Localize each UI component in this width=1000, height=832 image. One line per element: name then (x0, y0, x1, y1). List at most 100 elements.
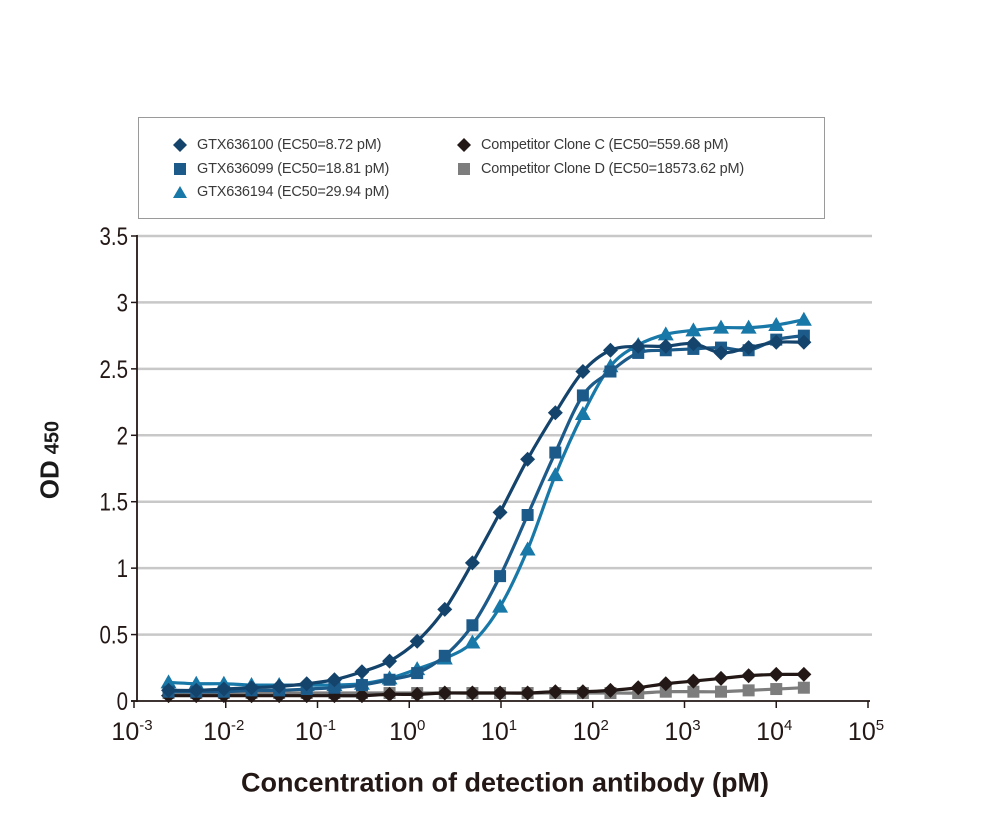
data-point-square (770, 683, 783, 696)
data-point-diamond (658, 338, 674, 354)
triangle-marker-icon (173, 186, 187, 198)
x-tick-label: 105 (848, 717, 884, 746)
data-point-diamond (299, 676, 315, 692)
data-point-triangle (492, 598, 509, 613)
data-point-square (687, 685, 700, 698)
data-point-diamond (768, 334, 784, 350)
x-tick-label: 104 (756, 717, 792, 746)
data-point-diamond (547, 684, 563, 700)
legend-item-gtx636100: GTX636100 (EC50=8.72 pM) (173, 137, 381, 153)
data-point-triangle (519, 541, 536, 556)
data-point-diamond (602, 682, 618, 698)
y-axis-label-subscript: 450 (41, 420, 64, 455)
data-point-triangle (657, 326, 674, 341)
y-tick-label: 3 (117, 288, 128, 316)
data-point-diamond (409, 633, 425, 649)
data-point-diamond (630, 338, 646, 354)
data-point-diamond (520, 451, 536, 467)
data-point-square (659, 685, 672, 698)
x-tick-label: 102 (573, 717, 609, 746)
data-point-square (604, 365, 617, 378)
data-point-triangle (740, 319, 757, 334)
y-tick-label: 0 (117, 687, 128, 715)
data-point-triangle (685, 322, 702, 337)
data-point-diamond (520, 685, 536, 701)
y-tick-label: 1 (117, 554, 128, 582)
x-tick-label: 10-2 (203, 717, 244, 746)
diamond-marker-icon (457, 138, 471, 152)
data-point-square (328, 681, 341, 694)
data-point-triangle (795, 311, 812, 326)
series-layer (160, 311, 812, 704)
data-point-diamond (437, 685, 453, 701)
diamond-marker-icon (173, 138, 187, 152)
data-point-triangle (547, 467, 564, 482)
data-point-diamond (326, 672, 342, 688)
y-tick-label: 1.5 (100, 488, 128, 516)
y-axis-label-text: OD (34, 460, 65, 500)
data-point-square (438, 649, 451, 662)
data-point-diamond (575, 364, 591, 380)
data-point-square (549, 446, 562, 459)
data-point-diamond (685, 336, 701, 352)
legend-item-gtx636099: GTX636099 (EC50=18.81 pM) (173, 161, 389, 177)
x-tick-label: 10-1 (295, 717, 336, 746)
series-line (168, 340, 804, 693)
series-line (168, 334, 805, 694)
y-axis-label: OD 450 (35, 421, 66, 499)
legend-label: GTX636099 (EC50=18.81 pM) (197, 161, 390, 177)
axes: 0 0.5 1 1.5 2 2.5 3 3.5 10-3 10-2 10-1 100 101 102 103… (100, 222, 885, 746)
data-point-diamond (741, 340, 757, 356)
y-tick-label: 3.5 (100, 222, 128, 250)
x-axis-label: Concentration of detection antibody (pM) (241, 767, 769, 798)
data-point-diamond (354, 688, 370, 704)
legend-item-competitor-c: Competitor Clone C (EC50=559.68 pM) (457, 137, 728, 153)
data-point-diamond (713, 345, 729, 361)
data-point-diamond (271, 678, 287, 694)
data-point-diamond (244, 680, 260, 696)
data-point-diamond (796, 334, 812, 350)
data-point-triangle (574, 406, 591, 421)
data-point-diamond (492, 504, 508, 520)
x-tick-label: 100 (389, 717, 425, 746)
legend-label: Competitor Clone D (EC50=18573.62 pM) (481, 161, 745, 177)
data-point-square (466, 619, 479, 632)
data-point-diamond (464, 685, 480, 701)
legend-label: Competitor Clone C (EC50=559.68 pM) (481, 137, 729, 153)
data-point-diamond (354, 664, 370, 680)
legend-label: GTX636100 (EC50=8.72 pM) (197, 137, 382, 153)
x-tick-label: 103 (664, 717, 700, 746)
data-point-triangle (768, 317, 785, 332)
data-point-diamond (575, 684, 591, 700)
x-tick-label: 101 (481, 717, 517, 746)
data-point-square (411, 667, 424, 680)
data-point-diamond (630, 680, 646, 696)
legend-label: GTX636194 (EC50=29.94 pM) (197, 184, 390, 200)
y-tick-label: 0.5 (100, 621, 128, 649)
y-tick-label: 2 (117, 421, 128, 449)
data-point-diamond (547, 405, 563, 421)
data-point-diamond (602, 342, 618, 358)
data-point-diamond (741, 668, 757, 684)
square-marker-icon (458, 163, 470, 175)
data-point-square (576, 389, 589, 402)
data-point-diamond (382, 653, 398, 669)
legend-item-competitor-d: Competitor Clone D (EC50=18573.62 pM) (457, 161, 744, 177)
data-point-diamond (713, 670, 729, 686)
legend-item-gtx636194: GTX636194 (EC50=29.94 pM) (173, 184, 389, 200)
series-1 (162, 329, 810, 698)
legend: GTX636100 (EC50=8.72 pM) GTX636099 (EC50… (138, 117, 825, 219)
series-0 (161, 334, 812, 698)
data-point-triangle (464, 634, 481, 649)
data-point-square (715, 685, 728, 698)
data-point-diamond (409, 686, 425, 702)
data-point-diamond (796, 666, 812, 682)
data-point-diamond (216, 681, 232, 697)
data-point-triangle (160, 674, 177, 689)
data-point-diamond (492, 685, 508, 701)
data-point-diamond (188, 682, 204, 698)
data-point-diamond (658, 676, 674, 692)
data-point-square (797, 681, 810, 694)
data-point-diamond (685, 673, 701, 689)
